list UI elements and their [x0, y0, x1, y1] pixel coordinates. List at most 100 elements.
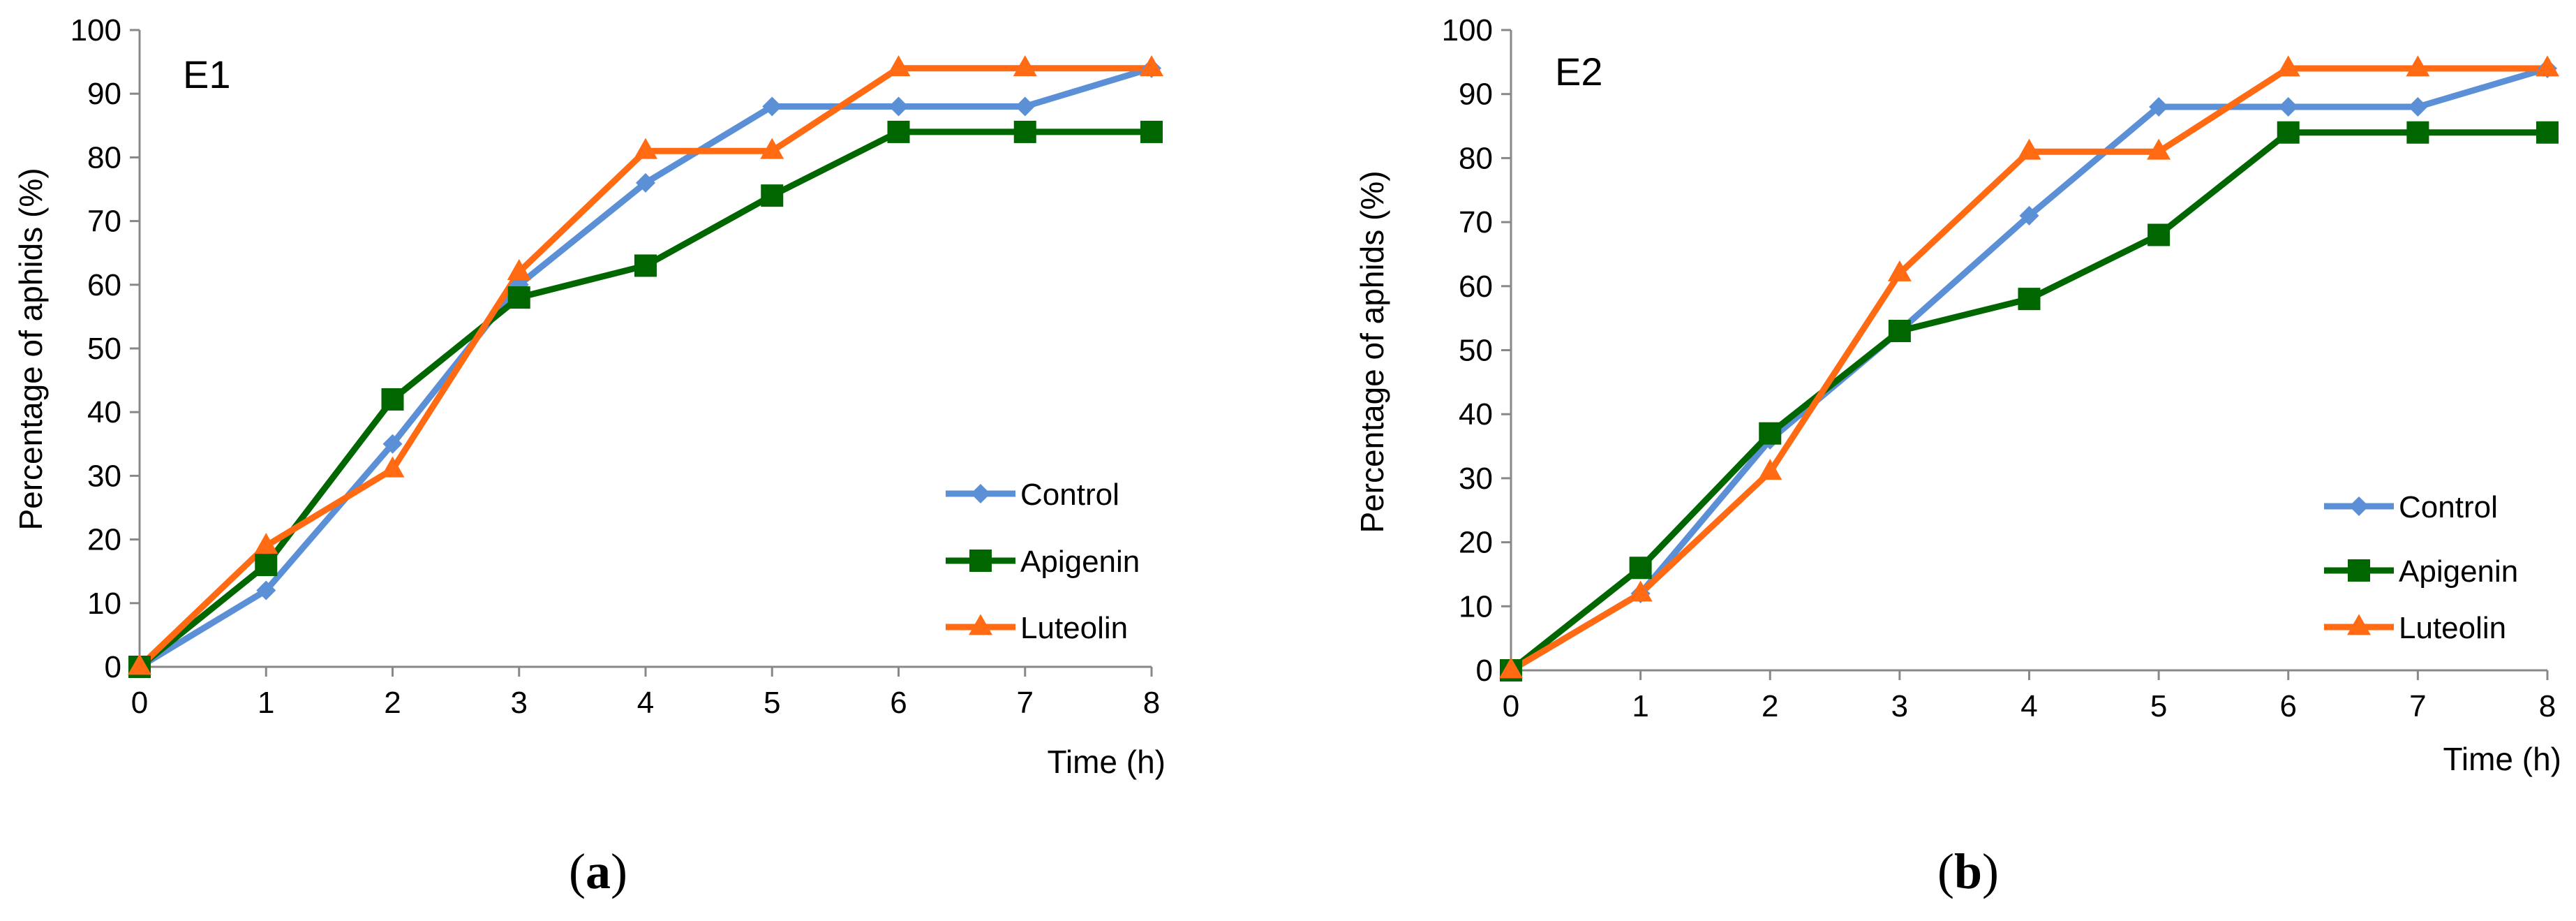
data-point-apigenin: [1629, 557, 1652, 580]
x-axis-title: Time (h): [2443, 741, 2561, 777]
data-point-luteolin: [507, 258, 531, 280]
y-tick-label: 100: [70, 13, 121, 47]
y-tick-label: 10: [87, 587, 121, 621]
y-tick-label: 0: [105, 650, 121, 684]
data-point-control: [888, 96, 909, 117]
data-point-luteolin: [1887, 260, 1912, 281]
y-axis-title: Percentage of aphids (%): [13, 168, 49, 530]
y-tick-label: 60: [1459, 270, 1493, 304]
legend-item-luteolin: Luteolin: [2324, 611, 2506, 645]
legend-item-apigenin: Apigenin: [2324, 554, 2518, 589]
data-point-apigenin: [2536, 121, 2559, 144]
legend-label: Luteolin: [2399, 611, 2506, 645]
x-tick-label: 5: [764, 686, 780, 720]
y-tick-label: 70: [1459, 205, 1493, 240]
data-point-apigenin: [1759, 422, 1782, 445]
data-point-apigenin: [2406, 121, 2429, 144]
legend-marker: [971, 484, 990, 503]
y-tick-label: 70: [87, 205, 121, 239]
data-point-luteolin: [254, 533, 278, 554]
x-tick-label: 1: [1632, 689, 1648, 723]
x-tick-label: 6: [890, 686, 907, 720]
data-point-luteolin: [1140, 55, 1163, 77]
data-point-apigenin: [2018, 288, 2041, 311]
data-point-luteolin: [634, 138, 657, 159]
legend-marker: [969, 614, 992, 635]
data-point-luteolin: [2406, 55, 2430, 77]
data-point-apigenin: [887, 120, 910, 143]
legend-item-control: Control: [946, 478, 1119, 512]
x-tick-label: 7: [2409, 689, 2426, 723]
chart-panel-b: E2 Time (h) Percentage of aphids (%) (b)…: [1354, 13, 2561, 899]
legend-item-apigenin: Apigenin: [946, 545, 1140, 579]
x-tick-label: 8: [1143, 686, 1160, 720]
x-tick-label: 4: [637, 686, 654, 720]
panel-tag: E1: [183, 52, 231, 96]
x-tick-label: 4: [2020, 689, 2037, 723]
caption-letter: b: [1954, 843, 1982, 899]
data-point-luteolin: [2147, 138, 2171, 160]
x-tick-label: 3: [1891, 689, 1908, 723]
y-tick-label: 30: [1459, 462, 1493, 496]
legend-label: Apigenin: [2399, 554, 2518, 589]
chart-panel-a: E1 Time (h) Percentage of aphids (%) (a)…: [13, 13, 1166, 899]
y-tick-label: 60: [87, 268, 121, 302]
y-tick-label: 90: [87, 77, 121, 111]
data-point-apigenin: [1888, 319, 1911, 342]
data-point-luteolin: [2017, 138, 2041, 160]
data-point-luteolin: [1013, 55, 1037, 77]
y-tick-label: 10: [1459, 589, 1493, 624]
data-point-control: [256, 580, 276, 601]
y-tick-label: 30: [87, 459, 121, 493]
data-point-control: [2278, 97, 2298, 117]
y-axis-title: Percentage of aphids (%): [1354, 170, 1390, 533]
legend-label: Apigenin: [1020, 545, 1140, 579]
x-tick-label: 6: [2280, 689, 2297, 723]
data-point-control: [2408, 97, 2428, 117]
x-tick-label: 1: [258, 686, 274, 720]
y-tick-label: 50: [87, 332, 121, 366]
y-tick-label: 40: [87, 395, 121, 429]
panel-caption: (a): [569, 843, 627, 899]
x-tick-label: 2: [384, 686, 401, 720]
x-tick-label: 3: [511, 686, 528, 720]
data-point-apigenin: [381, 388, 404, 411]
data-point-apigenin: [1140, 120, 1163, 143]
data-point-apigenin: [507, 286, 530, 309]
y-tick-label: 80: [87, 140, 121, 175]
legend-label: Control: [1020, 478, 1119, 512]
data-point-control: [2019, 205, 2039, 226]
legend-marker: [2349, 496, 2369, 516]
y-tick-label: 100: [1442, 13, 1493, 47]
data-point-apigenin: [2277, 121, 2300, 144]
data-point-control: [2149, 97, 2169, 117]
data-point-luteolin: [886, 55, 911, 77]
series-line-apigenin: [136, 128, 1155, 670]
legend-item-control: Control: [2324, 490, 2498, 524]
y-tick-label: 80: [1459, 141, 1493, 175]
x-axis-title: Time (h): [1047, 744, 1166, 780]
legend-item-luteolin: Luteolin: [946, 611, 1128, 645]
y-tick-label: 40: [1459, 397, 1493, 432]
data-point-apigenin: [2147, 223, 2171, 246]
data-point-control: [382, 434, 403, 454]
data-point-luteolin: [760, 138, 784, 159]
data-point-luteolin: [1628, 580, 1653, 602]
panel-caption: (b): [1937, 843, 1999, 899]
data-point-apigenin: [1013, 120, 1036, 143]
data-point-luteolin: [2276, 55, 2300, 77]
data-point-luteolin: [128, 654, 151, 675]
legend-marker: [969, 550, 992, 572]
data-point-luteolin: [1499, 657, 1523, 679]
y-tick-label: 90: [1459, 78, 1493, 112]
y-tick-label: 20: [87, 523, 121, 557]
legend-label: Control: [2399, 490, 2498, 524]
x-tick-label: 2: [1762, 689, 1778, 723]
data-point-luteolin: [380, 456, 405, 478]
data-point-luteolin: [1758, 459, 1782, 480]
legend-marker: [2348, 559, 2370, 582]
data-point-apigenin: [255, 554, 278, 577]
x-tick-label: 5: [2150, 689, 2167, 723]
data-point-control: [636, 172, 655, 193]
